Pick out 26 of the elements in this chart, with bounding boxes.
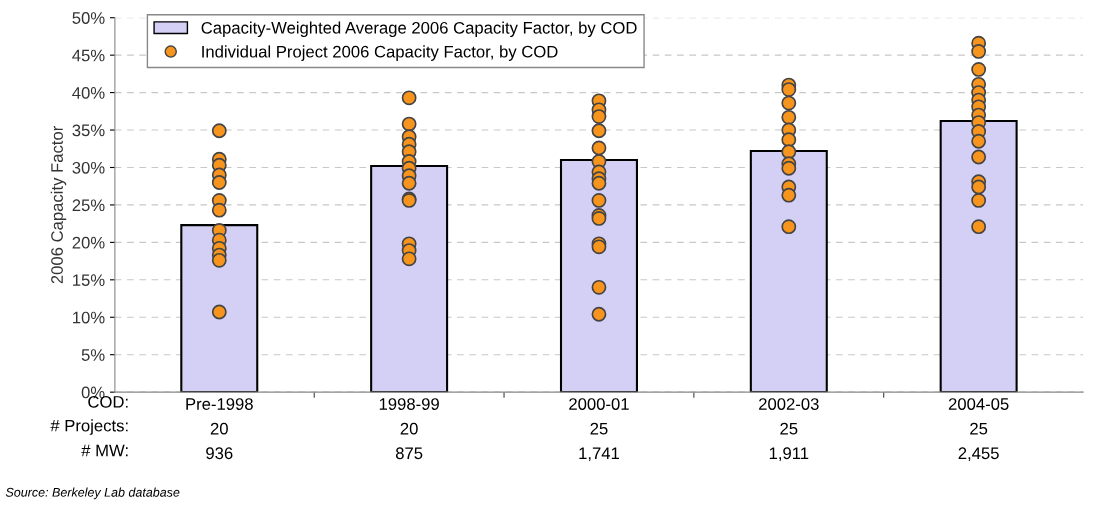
text: # Projects:	[50, 419, 128, 435]
y-tick-label: 25%	[72, 199, 105, 212]
text: # MW:	[81, 444, 128, 457]
y-tick-label: 50%	[72, 12, 105, 24]
y-tick-label: 10%	[73, 311, 105, 324]
y-axis-title: 2006 Capacity Factor	[50, 125, 67, 284]
x-tick-label: Pre-1998 20 936	[186, 398, 253, 460]
bar	[749, 149, 828, 393]
y-tick-label: 40%	[72, 87, 105, 99]
bar	[939, 120, 1018, 393]
x-tick-label: 1998-99 20 875	[379, 398, 439, 460]
bar	[180, 224, 259, 393]
x-tick-label: 2004-05 25 2,455	[948, 398, 1009, 462]
x-tick-label: 2002-03 25 1,911	[759, 398, 819, 462]
bar	[559, 158, 638, 393]
x-tick-label: 2000-01 25 1,741	[569, 398, 629, 462]
y-tick-label: 35%	[72, 124, 105, 137]
legend-label: Capacity-Weighted Average 2006 Capacity Factor, by COD	[201, 21, 637, 38]
y-tick-label: 15%	[73, 274, 105, 287]
bar	[370, 164, 449, 393]
legend-label: Individual Project 2006 Capacity Factor, by COD	[202, 45, 558, 61]
y-tick-label: 30%	[72, 161, 105, 174]
y-tick-label: 5%	[81, 349, 105, 361]
y-tick-label: 45%	[72, 49, 105, 62]
source-note: Source: Berkeley Lab database	[5, 487, 180, 500]
y-tick-label: 20%	[72, 236, 105, 249]
